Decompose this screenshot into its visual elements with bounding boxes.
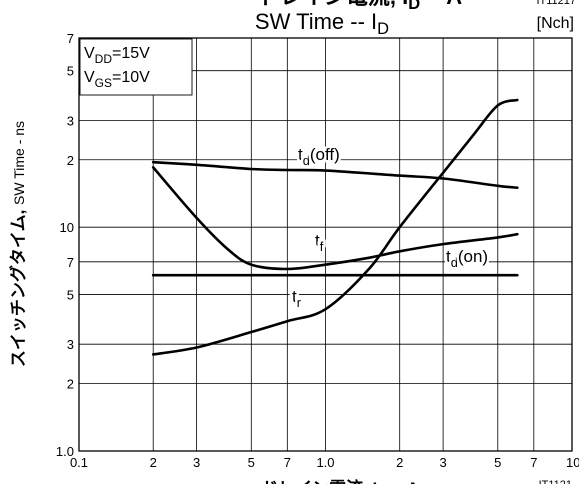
x-tick-label: 5	[248, 455, 255, 470]
condition-dd: VDD=15V	[84, 45, 150, 66]
x-tick-label: 7	[530, 455, 537, 470]
title-jp: ドレイン電流, ID -- A	[258, 0, 462, 13]
y-tick-label: 3	[67, 337, 74, 352]
x-tick-label: 1.0	[316, 455, 334, 470]
condition-gs: VGS=10V	[84, 69, 150, 90]
x-tick-label: 2	[396, 455, 403, 470]
y-axis-label: スイッチングタイム, SW Time - ns	[8, 121, 28, 367]
y-tick-label: 10	[60, 220, 74, 235]
x-tick-label: 3	[193, 455, 200, 470]
plot-frame	[78, 37, 573, 452]
curves	[151, 98, 519, 356]
reference-code-top: IT11217	[536, 0, 576, 7]
reference-code-bottom: IT1121	[539, 479, 572, 484]
y-tick-label: 1.0	[56, 444, 74, 459]
y-tick-label: 5	[67, 288, 74, 303]
y-tick-label: 5	[67, 64, 74, 79]
tick-labels: 0.1 2 3 5 7 1.0 2 3 5 7 10 1.0 2 3 5 7 10 2 3 5 7	[56, 31, 579, 470]
y-tick-label: 7	[67, 255, 74, 270]
chart-labels: ドレイン電流, ID -- AIT11217SW Time -- ID[Nch]…	[8, 0, 576, 484]
chart-title: SW Time -- ID	[255, 9, 389, 38]
x-tick-label: 3	[439, 455, 446, 470]
series-line-tr	[151, 98, 519, 356]
series-label-tr: tr	[292, 287, 302, 310]
y-tick-label: 2	[67, 153, 74, 168]
conditions-box	[79, 38, 193, 96]
y-tick-label: 3	[67, 113, 74, 128]
series-label-tf: tf	[315, 231, 324, 254]
series-line-td(off)	[151, 160, 519, 189]
x-tick-label: 7	[284, 455, 291, 470]
y-tick-label: 2	[67, 377, 74, 392]
series-label-td(on): td(on)	[446, 247, 488, 270]
x-tick-label: 5	[494, 455, 501, 470]
series-line-tf	[151, 166, 519, 271]
x-tick-label: 0.1	[70, 455, 88, 470]
x-tick-label: 10	[566, 455, 579, 470]
channel-tag: [Nch]	[537, 15, 574, 32]
x-axis-label: ドレイン電流, ID -- A	[261, 478, 419, 484]
y-tick-label: 7	[67, 31, 74, 46]
x-tick-label: 2	[150, 455, 157, 470]
grid	[79, 38, 572, 451]
series-label-td(off): td(off)	[298, 145, 340, 168]
